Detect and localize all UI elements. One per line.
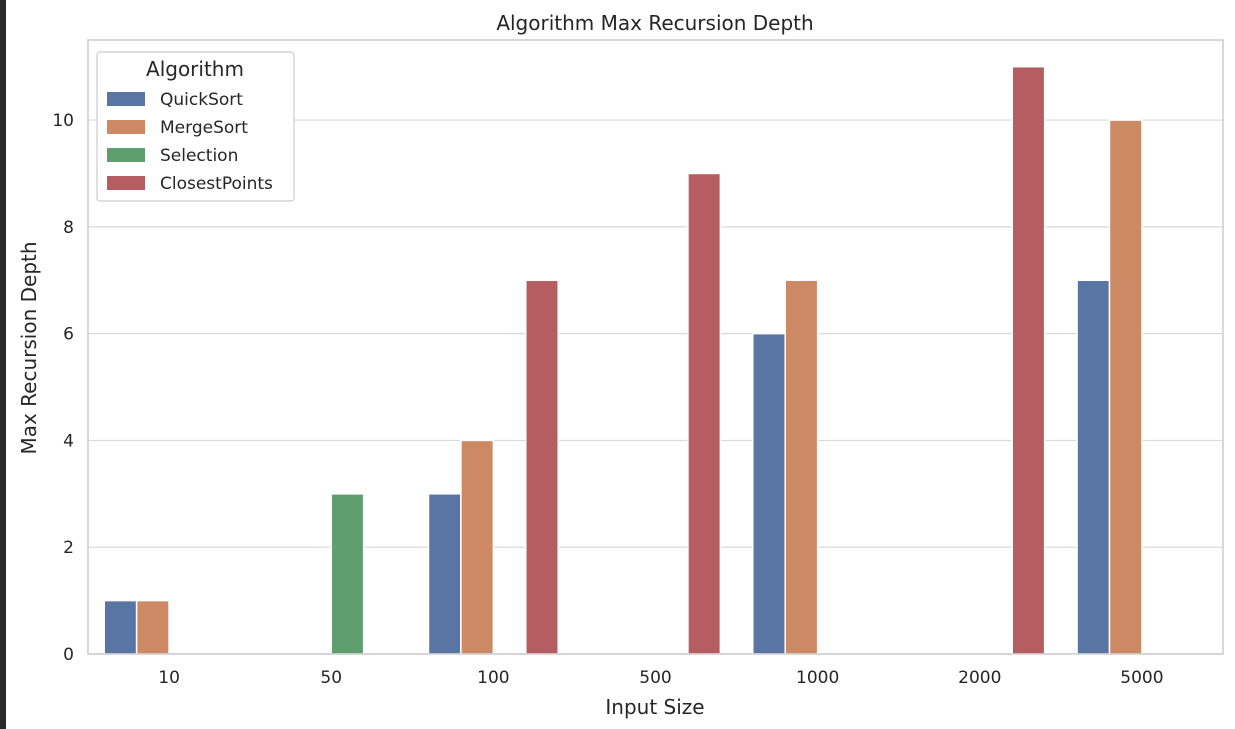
legend-swatch-mergesort — [107, 120, 145, 134]
bar-closestpoints-100 — [525, 279, 559, 655]
legend-items: QuickSort MergeSort Selection ClosestPoints — [107, 90, 273, 194]
legend-swatch-quicksort — [107, 92, 145, 106]
x-tick-label: 50 — [320, 668, 342, 688]
legend-box — [96, 51, 295, 202]
y-tick-label: 10 — [52, 111, 74, 131]
y-tick-label: 6 — [63, 325, 74, 345]
y-tick-labels: 0 2 4 6 8 10 — [52, 111, 74, 665]
bar-quicksort-10 — [103, 599, 138, 655]
bar-quicksort-5000 — [1076, 279, 1111, 655]
y-axis-label: Max Recursion Depth — [17, 241, 41, 454]
x-tick-label: 10 — [158, 668, 180, 688]
x-tick-label: 5000 — [1120, 668, 1163, 688]
x-tick-label: 1000 — [796, 668, 839, 688]
plot-frame — [87, 39, 1224, 655]
bar-mergesort-1000 — [784, 279, 819, 655]
bars — [103, 65, 1143, 655]
bar-mergesort-10 — [135, 599, 170, 655]
window-edge-strip — [0, 0, 6, 729]
legend-label-selection: Selection — [160, 146, 238, 166]
y-tick-label: 0 — [63, 645, 74, 665]
bar-selection-50 — [330, 493, 365, 655]
legend-swatch-closestpoints — [107, 176, 145, 190]
bar-mergesort-100 — [460, 439, 495, 655]
bar-closestpoints-2000 — [1011, 65, 1046, 655]
y-tick-label: 2 — [63, 538, 74, 558]
bar-closestpoints-500 — [687, 172, 722, 655]
chart-title: Algorithm Max Recursion Depth — [496, 11, 813, 35]
legend-label-mergesort: MergeSort — [160, 118, 248, 138]
x-tick-labels: 10 50 100 500 1000 2000 5000 — [158, 668, 1163, 688]
legend-label-closestpoints: ClosestPoints — [160, 174, 273, 194]
y-tick-label: 4 — [63, 431, 74, 451]
bar-quicksort-100 — [427, 493, 462, 655]
legend-title: Algorithm — [146, 57, 244, 81]
legend-label-quicksort: QuickSort — [160, 90, 243, 110]
legend: Algorithm QuickSort MergeSort Selection Clo… — [96, 51, 295, 202]
legend-swatch-selection — [107, 148, 145, 162]
x-axis-label: Input Size — [605, 695, 704, 719]
x-tick-label: 100 — [477, 668, 509, 688]
bar-quicksort-1000 — [752, 332, 786, 655]
x-tick-label: 2000 — [958, 668, 1001, 688]
bar-mergesort-5000 — [1108, 119, 1143, 655]
x-tick-label: 500 — [639, 668, 671, 688]
y-tick-label: 8 — [63, 218, 74, 238]
